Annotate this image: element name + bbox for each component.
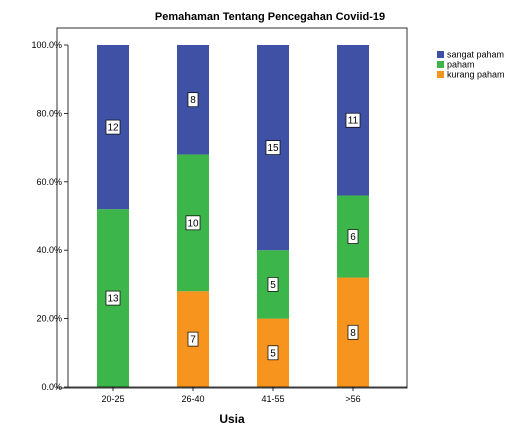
x-tick-label: 41-55 [261,394,284,404]
data-label-box [105,290,121,306]
y-tick-label: 20.0% [36,314,62,324]
data-label-box [185,215,201,231]
data-label: 7 [190,335,196,346]
x-tick-label: >56 [345,394,360,404]
y-axis: 0.0% 20.0% 40.0% 60.0% 80.0% 100.0% [31,40,69,392]
plot-area-frame [56,27,408,389]
data-label-box [105,119,121,135]
x-axis: 20-25 26-40 41-55 >56 [68,386,407,404]
data-label-box [267,277,279,292]
bars-group: 13 12 7 10 8 5 5 15 8 6 11 [97,45,369,387]
x-tick-label: 26-40 [181,394,204,404]
y-tick-label: 80.0% [36,108,62,118]
legend-swatch-sangat-paham [437,51,444,58]
chart-title: Pemahaman Tentang Pencegahan Coviid-19 [155,11,385,23]
x-axis-label: Usia [219,412,245,426]
data-label: 10 [187,218,199,229]
data-label-box [345,112,361,128]
legend-label-sangat-paham: sangat paham [447,50,504,60]
data-label: 8 [350,328,356,339]
y-tick-label: 100.0% [31,40,62,50]
data-label: 8 [190,95,196,106]
data-label-box [347,324,359,340]
data-label: 6 [350,232,356,243]
data-label-box [265,140,281,155]
data-label: 12 [107,123,119,134]
data-label: 5 [270,280,276,291]
legend-swatch-kurang-paham [437,71,444,78]
data-label: 13 [107,294,119,305]
y-tick-label: 40.0% [36,245,62,255]
legend-label-paham: paham [447,60,475,70]
data-label: 5 [270,348,276,359]
x-tick-label: 20-25 [101,394,124,404]
legend-swatch-paham [437,61,444,68]
data-label-box [347,229,359,244]
data-label-box [267,345,279,361]
data-label-box [187,92,199,108]
data-label-box [187,331,199,347]
y-tick-label: 60.0% [36,177,62,187]
data-label: 15 [267,143,279,154]
legend-label-kurang-paham: kurang paham [447,70,505,80]
data-label: 11 [348,116,359,127]
y-tick-label: 0.0% [41,382,62,392]
